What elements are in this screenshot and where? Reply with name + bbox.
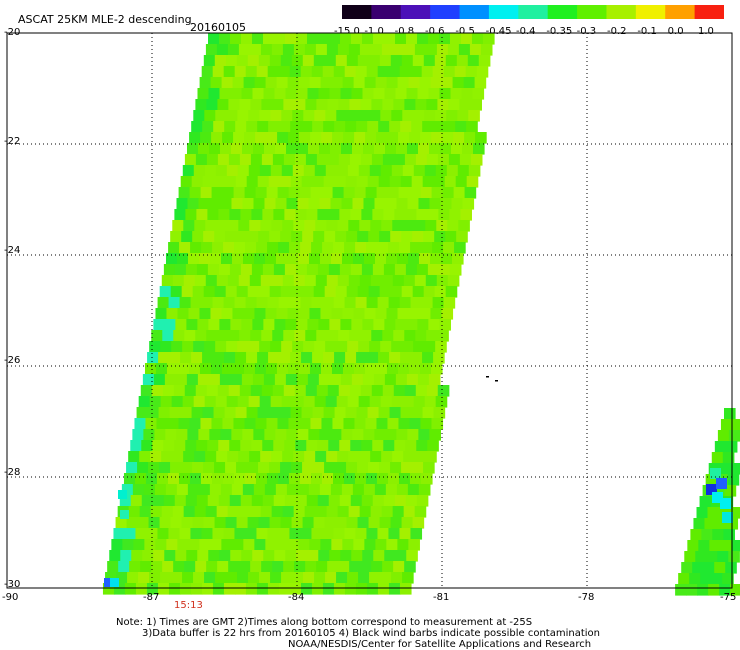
island-marker	[486, 376, 489, 378]
scatterometer-swath-right	[675, 408, 740, 596]
colorbar-segment	[547, 5, 578, 19]
x-tick-label: -90	[2, 592, 19, 603]
colorbar-tick-label: -0.6	[425, 26, 445, 37]
y-tick-label: -22	[4, 136, 21, 147]
y-tick-label: -30	[4, 579, 21, 590]
x-tick-label: -75	[720, 592, 737, 603]
colorbar-segment	[371, 5, 402, 19]
colorbar-segment	[459, 5, 490, 19]
colorbar-tick-label: 0.0	[667, 26, 684, 37]
colorbar-tick-label: 1.0	[698, 26, 714, 37]
x-tick-label: -84	[288, 592, 305, 603]
colorbar-segment	[606, 5, 637, 19]
colorbar-tick-label: -0.35	[546, 26, 573, 37]
colorbar-segment	[694, 5, 724, 19]
colorbar-segment	[488, 5, 519, 19]
scatterometer-swath	[102, 33, 495, 595]
colorbar-tick-label: -0.5	[455, 26, 475, 37]
x-tick-label: -87	[143, 592, 160, 603]
island-marker	[495, 380, 498, 382]
map-title: ASCAT 25KM MLE-2 descending	[18, 13, 192, 26]
note-line-3: NOAA/NESDIS/Center for Satellite Applica…	[288, 639, 592, 650]
y-tick-label: -26	[4, 355, 21, 366]
map-date: 20160105	[190, 21, 246, 34]
colorbar-tick-label: -0.2	[607, 26, 627, 37]
map-frame	[6, 32, 733, 589]
note-line-2: 3)Data buffer is 22 hrs from 20160105 4)…	[142, 628, 600, 639]
y-tick-label: -28	[4, 467, 21, 478]
colorbar-tick-label: -15.0	[334, 26, 360, 37]
colorbar-segment	[635, 5, 666, 19]
colorbar-segment	[342, 5, 372, 19]
colorbar-tick-label: -0.1	[637, 26, 657, 37]
colorbar-tick-label: -0.3	[576, 26, 597, 37]
colorbar-segment	[577, 5, 607, 19]
colorbar	[342, 5, 724, 19]
note-line-1: Note: 1) Times are GMT 2)Times along bot…	[116, 617, 533, 628]
colorbar-segment	[518, 5, 549, 19]
pass-time-label: 15:13	[174, 600, 203, 611]
colorbar-tick-label: -0.45	[485, 26, 512, 37]
colorbar-tick-label: -1.0	[364, 26, 384, 37]
x-tick-label: -78	[578, 592, 595, 603]
colorbar-segment	[430, 5, 461, 19]
x-tick-label: -81	[433, 592, 450, 603]
colorbar-segment	[400, 5, 431, 19]
y-tick-label: -20	[4, 27, 21, 38]
colorbar-segment	[665, 5, 696, 19]
y-tick-label: -24	[4, 245, 21, 256]
colorbar-tick-label: -0.8	[394, 26, 415, 37]
colorbar-tick-label: -0.4	[516, 26, 536, 37]
